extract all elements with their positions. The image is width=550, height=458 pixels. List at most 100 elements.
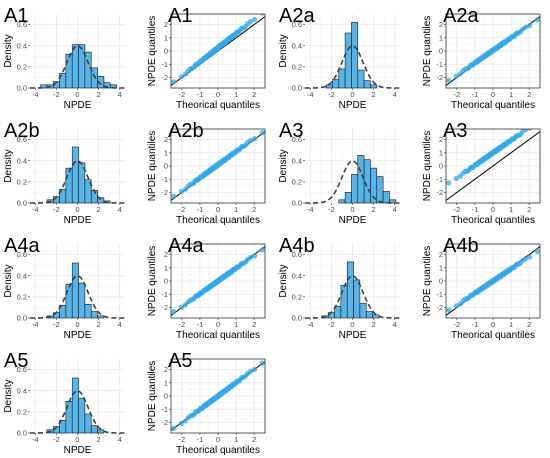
x-tick-label: -2 xyxy=(454,90,461,99)
histogram-bar xyxy=(97,197,105,204)
y-tick-label: -1 xyxy=(161,290,168,299)
y-tick-label: 0 xyxy=(439,162,443,171)
y-tick-label: 0.0 xyxy=(292,314,302,323)
x-tick-label: 4 xyxy=(118,320,122,329)
x-tick-label: 0 xyxy=(491,320,495,329)
x-tick-label: -4 xyxy=(32,320,39,329)
y-tick-label: 1 xyxy=(439,148,443,157)
panel-label: A4a xyxy=(4,235,40,257)
y-tick-label: 0.2 xyxy=(17,177,27,186)
y-tick-label: 2 xyxy=(439,20,443,29)
panel-label: A1 xyxy=(168,5,192,27)
y-tick-label: 0.6 xyxy=(17,135,27,144)
x-tick-label: -1 xyxy=(472,90,479,99)
x-tick-label: -2 xyxy=(53,205,60,214)
x-tick-label: 0 xyxy=(491,205,495,214)
x-tick-label: -2 xyxy=(53,90,60,99)
y-axis-title: NPDE quantiles xyxy=(147,131,158,202)
y-axis-title: NPDE quantiles xyxy=(147,361,158,432)
y-tick-label: 0.4 xyxy=(17,386,27,395)
x-tick-label: -2 xyxy=(328,205,335,214)
qq-point xyxy=(446,307,452,313)
histogram-bar xyxy=(97,315,105,319)
qq-point xyxy=(247,368,254,374)
y-axis-title: Density xyxy=(278,34,289,67)
x-tick-label: 2 xyxy=(252,435,256,444)
panel-label: A3 xyxy=(279,120,303,142)
histogram-bar xyxy=(84,51,92,89)
x-tick-label: 0 xyxy=(350,320,354,329)
x-axis-title: NPDE xyxy=(64,100,92,111)
y-tick-label: -2 xyxy=(436,73,443,82)
x-tick-label: -4 xyxy=(32,205,39,214)
y-tick-label: -2 xyxy=(436,303,443,312)
qq-point xyxy=(178,420,184,427)
histogram-bar xyxy=(338,199,346,204)
x-tick-label: 0 xyxy=(216,320,220,329)
panel-label: A2a xyxy=(279,5,315,27)
x-tick-label: -2 xyxy=(179,205,186,214)
histogram-bar xyxy=(382,191,390,204)
x-tick-label: 4 xyxy=(118,435,122,444)
y-tick-label: 0.2 xyxy=(17,62,27,71)
y-tick-label: -1 xyxy=(436,60,443,69)
qq-point xyxy=(252,136,258,142)
y-tick-label: -1 xyxy=(436,290,443,299)
x-tick-label: 2 xyxy=(527,90,531,99)
qq-point xyxy=(527,23,533,29)
y-tick-label: 0 xyxy=(164,47,168,56)
x-tick-label: 0 xyxy=(216,435,220,444)
qq-point xyxy=(171,425,177,431)
qq-point xyxy=(534,17,540,23)
qq-point xyxy=(453,175,459,182)
qq-point xyxy=(446,180,452,186)
y-tick-label: 2 xyxy=(439,250,443,259)
qq-point xyxy=(178,74,184,80)
y-tick-label: 0.4 xyxy=(17,156,27,165)
qq-point xyxy=(178,304,184,310)
y-tick-label: 0 xyxy=(439,47,443,56)
panel-label: A4a xyxy=(168,235,204,257)
panel-label: A3 xyxy=(443,120,467,142)
histogram-panel-A5: -4 -2 0 2 4 0.0 0.2 0.4 0.6 NPDE Density A5 xyxy=(3,350,125,456)
y-axis-title: NPDE quantiles xyxy=(147,246,158,317)
y-axis-title: Density xyxy=(278,264,289,297)
qq-point xyxy=(259,247,265,253)
panel-label: A2b xyxy=(4,120,40,142)
x-axis-title: Theorical quantiles xyxy=(176,215,260,226)
x-tick-label: 2 xyxy=(252,320,256,329)
y-tick-label: 1 xyxy=(164,33,168,42)
panel-label: A4b xyxy=(443,235,479,257)
y-axis-title: Density xyxy=(3,149,14,182)
histogram-bar xyxy=(344,32,352,89)
y-tick-label: 0.2 xyxy=(17,292,27,301)
y-tick-label: 1 xyxy=(439,263,443,272)
y-tick-label: 1 xyxy=(164,263,168,272)
x-tick-label: -2 xyxy=(328,320,335,329)
x-axis-title: Theorical quantiles xyxy=(451,330,535,341)
y-tick-label: 0.6 xyxy=(292,135,302,144)
histogram-bar xyxy=(346,261,354,319)
x-tick-label: 2 xyxy=(97,435,101,444)
histogram-bar xyxy=(332,79,340,89)
histogram-bar xyxy=(370,84,378,89)
histogram-bar xyxy=(353,279,361,319)
x-tick-label: -2 xyxy=(53,435,60,444)
y-tick-label: 0.4 xyxy=(17,41,27,50)
histogram-bar xyxy=(71,377,79,434)
qq-points-group xyxy=(171,14,265,86)
qq-points-group xyxy=(171,129,265,201)
x-tick-label: 0 xyxy=(216,205,220,214)
histogram-bar xyxy=(376,176,384,204)
histogram-bar xyxy=(71,262,79,319)
qq-point xyxy=(247,137,254,143)
histogram-bar xyxy=(363,159,371,204)
x-tick-label: -4 xyxy=(307,90,314,99)
qq-point xyxy=(446,77,452,83)
x-tick-label: 1 xyxy=(234,205,238,214)
histogram-bar xyxy=(365,311,373,319)
x-tick-label: -2 xyxy=(328,90,335,99)
